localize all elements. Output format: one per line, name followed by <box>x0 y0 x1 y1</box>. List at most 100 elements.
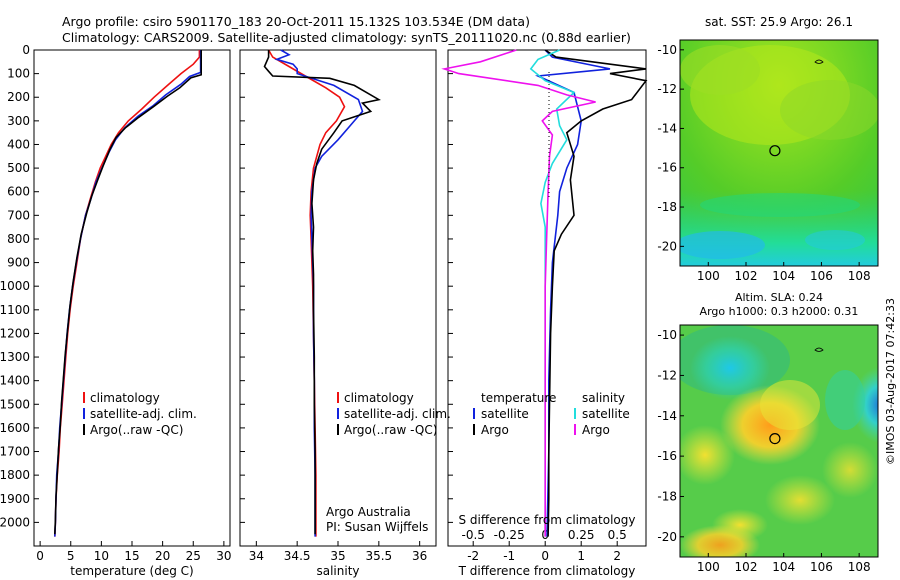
salinity-legend: climatology satellite-adj. clim. Argo(..… <box>326 391 451 534</box>
figure-title-line1: Argo profile: csiro 5901170_183 20-Oct-2… <box>62 14 530 29</box>
y-tick-label: -12 <box>657 82 677 96</box>
x-tick-label: 20 <box>155 549 170 563</box>
x-tick-label: 106 <box>810 560 833 574</box>
x-tick-label: 10 <box>94 549 109 563</box>
legend-label: Argo(..raw -QC) <box>90 423 183 437</box>
y-tick-label: 300 <box>7 114 30 128</box>
argo-position-marker <box>769 145 781 157</box>
x-tick-label: 2 <box>613 549 621 563</box>
y-tick-label: -18 <box>657 200 677 214</box>
difference-top-label: S difference from climatology <box>459 513 636 527</box>
temperature-legend: climatology satellite-adj. clim. Argo(..… <box>83 391 197 437</box>
legend-label: satellite-adj. clim. <box>90 407 197 421</box>
x-tick-label: 30 <box>216 549 231 563</box>
y-tick-label: -12 <box>657 368 677 382</box>
y-tick-label: -20 <box>657 239 677 253</box>
y-tick-label: 1800 <box>0 468 30 482</box>
x-tick-label: -1 <box>503 549 515 563</box>
difference-x-label: T difference from climatology <box>458 564 636 578</box>
series-line <box>54 50 202 537</box>
legend-label: Argo <box>481 423 509 437</box>
x-tick-label: -2 <box>467 549 479 563</box>
x-tick-label: 25 <box>186 549 201 563</box>
figure-title-line2: Climatology: CARS2009. Satellite-adjuste… <box>62 30 631 45</box>
y-tick-label: -18 <box>657 489 677 503</box>
y-tick-label: 0 <box>22 43 30 57</box>
island-icon <box>814 59 824 64</box>
y-tick-label: 800 <box>7 232 30 246</box>
y-tick-label: 1100 <box>0 303 30 317</box>
x-tick-label: 104 <box>772 269 795 283</box>
s-tick-label: -0.5 <box>461 528 484 542</box>
y-tick-label: 1300 <box>0 350 30 364</box>
x-tick-label: 106 <box>810 269 833 283</box>
x-tick-label: 108 <box>848 560 871 574</box>
y-tick-label: 500 <box>7 161 30 175</box>
y-tick-label: 1900 <box>0 492 30 506</box>
y-tick-label: 2000 <box>0 515 30 529</box>
legend-title-salinity: salinity <box>582 391 625 405</box>
s-tick-label: 0.25 <box>568 528 595 542</box>
series-line <box>54 50 201 537</box>
y-tick-label: -10 <box>657 43 677 57</box>
sla-map-title-1: Altim. SLA: 0.24 <box>735 291 823 304</box>
x-tick-label: 102 <box>735 560 758 574</box>
x-tick-label: 34.5 <box>284 549 311 563</box>
x-tick-label: 0 <box>541 549 549 563</box>
y-tick-label: 900 <box>7 256 30 270</box>
credit-line2: PI: Susan Wijffels <box>326 520 428 534</box>
difference-lines <box>441 49 648 537</box>
y-tick-label: 600 <box>7 185 30 199</box>
y-tick-label: 700 <box>7 208 30 222</box>
series-line <box>263 50 381 535</box>
x-tick-label: 35.5 <box>365 549 392 563</box>
salinity-lines <box>263 49 381 537</box>
imos-credit: ©IMOS 03-Aug-2017 07:42:33 <box>884 298 897 465</box>
x-tick-label: 15 <box>124 549 139 563</box>
difference-legend: temperature satellite Argo salinity sate… <box>473 391 630 437</box>
x-tick-label: 100 <box>697 269 720 283</box>
y-tick-label: -10 <box>657 328 677 342</box>
y-tick-label: 400 <box>7 137 30 151</box>
s-tick-label: 0.5 <box>608 528 627 542</box>
difference-axis: -2 -1 0 1 2-0.5 -0.25 0 0.25 0.5 <box>448 49 627 563</box>
sla-map-title-2: Argo h1000: 0.3 h2000: 0.31 <box>700 305 859 318</box>
sst-map-title: sat. SST: 25.9 Argo: 26.1 <box>705 15 853 29</box>
salinity-plot-frame <box>239 49 437 547</box>
x-tick-label: 104 <box>772 560 795 574</box>
legend-label: Argo(..raw -QC) <box>344 423 437 437</box>
y-tick-label: -14 <box>657 121 677 135</box>
y-tick-label: 1000 <box>0 279 30 293</box>
y-tick-label: 200 <box>7 90 30 104</box>
argo-position-marker <box>769 433 781 445</box>
sst-heatmap <box>680 40 878 266</box>
legend-label: satellite <box>481 407 529 421</box>
difference-plot-frame <box>447 49 647 547</box>
legend-label: satellite <box>582 407 630 421</box>
temperature-x-label: temperature (deg C) <box>70 564 193 578</box>
y-tick-label: 100 <box>7 67 30 81</box>
series-line <box>54 50 202 535</box>
s-tick-label: -0.25 <box>494 528 525 542</box>
legend-title-temperature: temperature <box>481 391 556 405</box>
sst-map-frame <box>679 39 879 267</box>
y-tick-label: -16 <box>657 161 677 175</box>
x-tick-label: 36 <box>412 549 427 563</box>
y-tick-label: 1200 <box>0 326 30 340</box>
x-tick-label: 100 <box>697 560 720 574</box>
island-icon <box>814 347 824 352</box>
series-line <box>267 49 346 537</box>
y-tick-label: 1700 <box>0 445 30 459</box>
sst-map-axes: 100 102 104 106 108 -10 -12 -14 -16 -18 -20 <box>657 43 870 283</box>
x-tick-label: 102 <box>735 269 758 283</box>
x-tick-label: 0 <box>36 549 44 563</box>
salinity-axis: 34 34.5 35 35.5 36 <box>240 49 427 563</box>
legend-label: climatology <box>90 391 160 405</box>
sla-map-axes: 100 102 104 106 108 -10 -12 -14 -16 -18 -20 <box>657 328 870 574</box>
x-tick-label: 5 <box>67 549 75 563</box>
temperature-axis: 0100200300400500600700800900100011001200… <box>0 43 232 563</box>
legend-label: Argo <box>582 423 610 437</box>
credit-line1: Argo Australia <box>326 505 411 519</box>
series-line <box>274 49 364 537</box>
